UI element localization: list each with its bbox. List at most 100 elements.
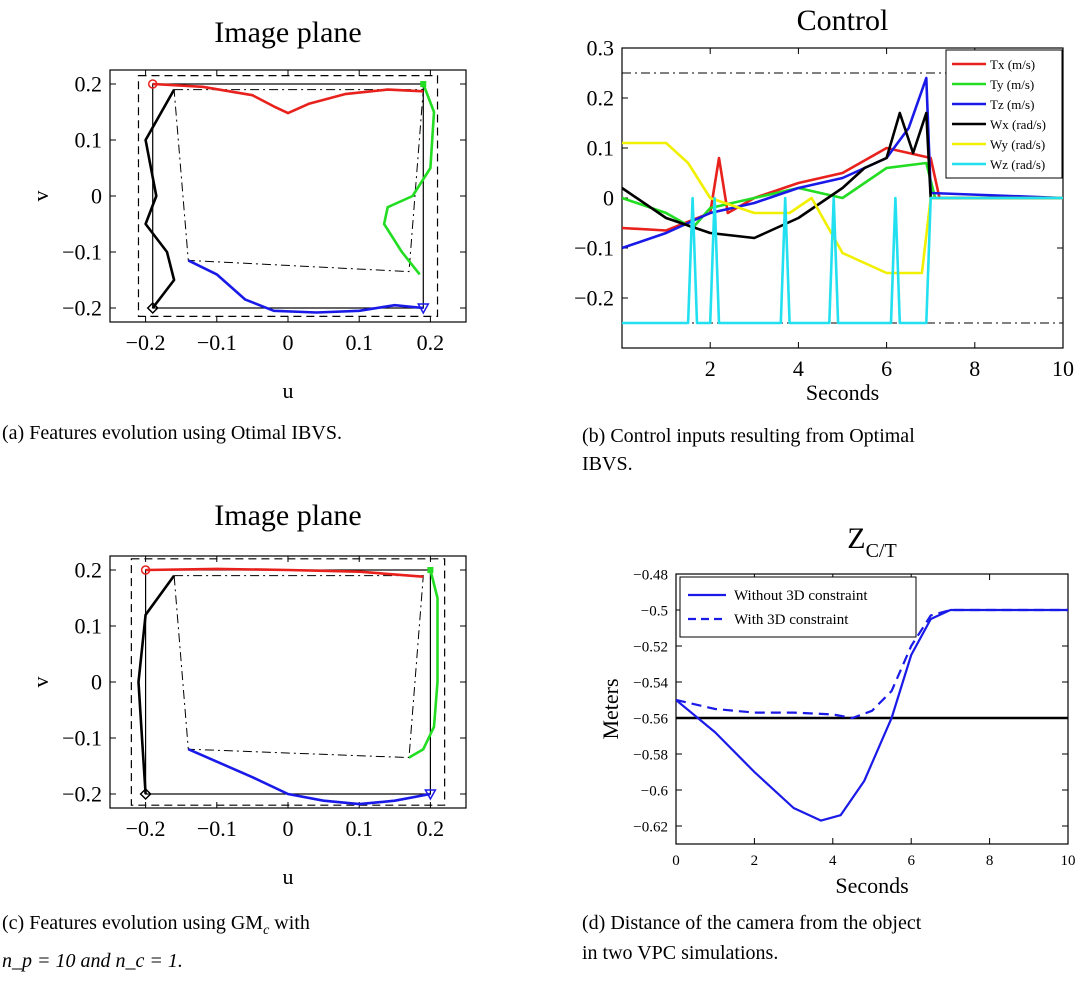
caption-c-post: with (269, 912, 310, 934)
chart-c: Image plane −0.2 −0.1 0 0.1 0.2 −0.2 −0.1 0 0.1 0.… (28, 499, 467, 889)
y-axis-label: Meters (598, 678, 623, 739)
y-tick-label: −0.48 (633, 567, 668, 583)
x-axis-label: u (283, 378, 294, 403)
y-tick-label: −0.5 (641, 603, 668, 619)
caption-c-line2: n_p = 10 and n_c = 1. (2, 950, 183, 972)
x-tick-label: 2 (705, 356, 716, 381)
marker-circle (140, 565, 151, 575)
series-line-1 (382, 83, 436, 276)
y-tick-label: −0.58 (633, 747, 668, 763)
desired-square (145, 569, 431, 795)
y-tick-label: 0.1 (587, 136, 615, 161)
caption-c-sub: c (263, 923, 270, 938)
series-line-4 (622, 141, 1063, 275)
caption-a: (a) Features evolution using Otimal IBVS… (2, 422, 342, 444)
x-tick-label: 0.2 (417, 816, 445, 841)
legend: Without 3D constraint With 3D constraint (679, 576, 917, 638)
series-line-2 (187, 748, 431, 806)
series-line-2 (187, 259, 424, 314)
y-axis-label: v (28, 191, 53, 202)
chart-title: Image plane (214, 16, 361, 49)
series-line-0 (152, 82, 424, 115)
x-tick-label: 8 (986, 853, 994, 869)
chart-d: ZC/T 0 2 4 6 8 10 −0.48 −0.5 −0.52 −0.54 −0.56 −0.58… (598, 522, 1076, 898)
y-tick-label: −0.1 (62, 240, 102, 265)
legend-label: Wy (rad/s) (990, 137, 1045, 152)
y-tick-label: −0.54 (633, 675, 668, 691)
y-tick-label: −0.1 (574, 236, 614, 261)
series-line-3 (137, 574, 176, 795)
legend-label: Wz (rad/s) (990, 157, 1045, 172)
y-tick-label: −0.2 (62, 296, 102, 321)
chart-title-main: Z (847, 522, 865, 555)
chart-title: Image plane (214, 499, 361, 532)
initial-features-quad (173, 89, 424, 273)
chart-title: Control (797, 4, 889, 37)
series-line-0 (145, 567, 424, 578)
initial-features-quad (173, 575, 424, 759)
x-axis-label: Seconds (806, 380, 879, 405)
image-bounds (137, 74, 439, 318)
image-bounds (130, 558, 446, 806)
marker-square (420, 81, 427, 87)
marker-triangle (417, 303, 430, 315)
plot-area (676, 608, 1068, 822)
series-line-1 (408, 569, 439, 759)
caption-c-pre: (c) Features evolution using GM (2, 912, 264, 934)
legend-label: Wx (rad/s) (990, 117, 1046, 132)
x-axis-label: u (283, 864, 294, 889)
y-tick-label: −0.1 (62, 726, 102, 751)
y-tick-label: 0.2 (75, 558, 103, 583)
y-tick-label: 0 (603, 186, 614, 211)
chart-a: Image plane −0.2 −0.1 0 0.1 0.2 −0.2 −0.1 0 0.1 0.… (28, 16, 467, 403)
x-tick-label: 4 (793, 356, 804, 381)
chart-b: Control 2 4 6 8 10 −0.2 −0.1 0 0.1 0.2 0.3 Seconds Tx… (574, 4, 1074, 405)
x-tick-label: 0 (283, 816, 294, 841)
y-tick-label: 0.1 (75, 128, 103, 153)
legend-label: Ty (m/s) (990, 77, 1034, 92)
x-tick-label: −0.2 (126, 816, 166, 841)
y-tick-label: −0.2 (574, 286, 614, 311)
y-tick-label: −0.52 (633, 639, 668, 655)
legend-box (945, 49, 1063, 179)
legend-label: Tz (m/s) (990, 97, 1034, 112)
x-tick-label: 10 (1052, 356, 1074, 381)
caption-b-line1: (b) Control inputs resulting from Optima… (582, 425, 915, 447)
caption-d: (d) Distance of the camera from the obje… (582, 908, 921, 968)
x-tick-label: −0.1 (197, 330, 237, 355)
y-tick-label: −0.62 (633, 819, 668, 835)
x-axis-label: Seconds (835, 873, 908, 898)
x-tick-label: 6 (907, 853, 915, 869)
series-line-3 (144, 88, 176, 309)
legend: Tx (m/s) Ty (m/s) Tz (m/s) Wx (rad/s) Wy (ra… (945, 49, 1063, 179)
y-tick-label: −0.6 (641, 783, 669, 799)
chart-title: ZC/T (847, 522, 896, 562)
x-tick-label: 0.1 (345, 330, 373, 355)
y-tick-label: −0.56 (633, 711, 668, 727)
x-tick-label: 2 (751, 853, 759, 869)
x-tick-label: 10 (1061, 853, 1076, 869)
plot-area (130, 558, 446, 806)
x-tick-label: −0.1 (197, 816, 237, 841)
chart-title-sub: C/T (866, 540, 897, 562)
y-tick-label: 0 (91, 670, 102, 695)
y-tick-label: 0 (91, 184, 102, 209)
x-tick-label: 6 (881, 356, 892, 381)
series-line-5 (622, 196, 1063, 325)
marker-square (427, 567, 434, 573)
caption-b: (b) Control inputs resulting from Optima… (582, 422, 915, 478)
plot-area (137, 74, 439, 318)
y-tick-label: −0.2 (62, 782, 102, 807)
marker-circle (147, 79, 158, 89)
marker-diamond (146, 301, 159, 315)
y-tick-label: 0.1 (75, 614, 103, 639)
series-line-3 (622, 111, 1063, 240)
marker-triangle (424, 789, 437, 801)
x-tick-label: 0 (283, 330, 294, 355)
x-tick-label: 0.2 (417, 330, 445, 355)
legend-label: Tx (m/s) (990, 57, 1035, 72)
x-tick-label: 0.1 (345, 816, 373, 841)
x-tick-label: 4 (829, 853, 837, 869)
